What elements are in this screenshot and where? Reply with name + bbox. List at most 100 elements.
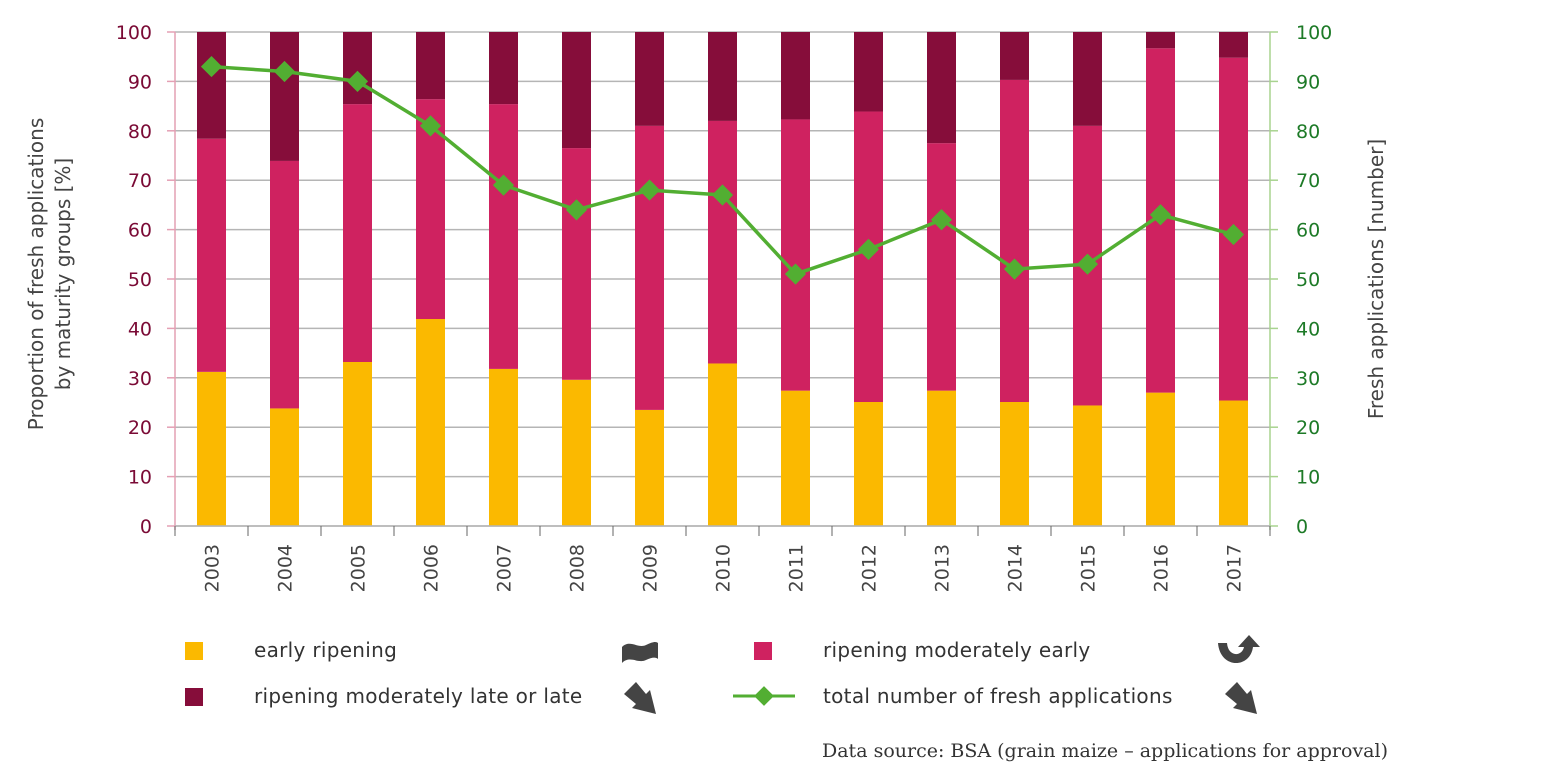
x-tick-label: 2007 [494,544,516,592]
y2-tick-label: 60 [1296,220,1320,242]
y-tick-label: 0 [140,516,152,538]
bar-segment-early-ripening [562,379,591,526]
bar-segment-ripening-moderately-late-or-late [489,32,518,105]
x-tick-label: 2009 [640,544,662,592]
y2-tick-label: 20 [1296,417,1320,439]
decreasing-trend-icon [1225,680,1265,716]
bar-segment-ripening-moderately-early [1000,79,1029,403]
y2-tick-label: 0 [1296,516,1308,538]
y-tick-label: 100 [116,22,152,44]
bar-segment-early-ripening [781,390,810,526]
bar-segment-early-ripening [416,319,445,526]
bar-segment-ripening-moderately-early [343,104,372,362]
x-tick-label: 2008 [567,544,589,592]
legend-label-total-applications: total number of fresh applications [823,684,1173,708]
bar-segment-ripening-moderately-late-or-late [854,32,883,112]
y-tick-label: 70 [128,170,152,192]
y2-tick-label: 80 [1296,121,1320,143]
bar-segment-ripening-moderately-late-or-late [927,32,956,144]
bar-segment-early-ripening [197,371,226,526]
line-marker [638,179,661,201]
bar-segment-early-ripening [927,390,956,526]
legend-label-moderately-early: ripening moderately early [823,638,1091,662]
y-tick-label: 20 [128,417,152,439]
bar-segment-early-ripening [1146,392,1175,526]
y2-tick-label: 70 [1296,170,1320,192]
bar-segment-early-ripening [708,363,737,526]
x-tick-label: 2003 [202,544,224,592]
data-source-note: Data source: BSA (grain maize – applicat… [822,740,1389,762]
bar-segment-ripening-moderately-late-or-late [197,32,226,139]
line-marker [784,263,807,285]
y-tick-label: 10 [128,467,152,489]
axes: 0 10 20 30 40 50 60 70 80 90 100 0 10 20 30 40 50 60 70 80 9… [116,22,1333,592]
x-tick-label: 2004 [275,544,297,592]
bar-segment-early-ripening [343,361,372,526]
y-axis-title-line-1: Proportion of fresh applications [24,118,48,431]
bar-segment-early-ripening [1000,402,1029,526]
bar-segment-ripening-moderately-late-or-late [270,32,299,161]
line-marker [930,209,953,231]
bar-segment-ripening-moderately-late-or-late [343,32,372,105]
bar-segment-ripening-moderately-early [270,160,299,409]
line-marker [200,55,223,78]
bar-segment-early-ripening [270,408,299,526]
legend-label-moderately-late: ripening moderately late or late [254,684,583,708]
bar-segment-ripening-moderately-early [781,119,810,391]
bar-segment-early-ripening [854,402,883,526]
y2-tick-label: 100 [1296,22,1332,44]
bar-segment-ripening-moderately-late-or-late [781,32,810,120]
line-marker [857,238,880,260]
y2-tick-label: 50 [1296,269,1320,291]
y2-tick-label: 10 [1296,467,1320,489]
legend-line-total-applications [733,686,795,706]
y2-tick-label: 40 [1296,318,1320,340]
y-tick-label: 90 [128,71,152,93]
bar-segment-ripening-moderately-early [708,120,737,364]
legend-swatch-moderately-late [185,688,203,706]
axis-labels: Proportion of fresh applications by matu… [24,118,1388,431]
y-tick-label: 30 [128,368,152,390]
line-marker [565,199,588,221]
legend-swatch-early-ripening [185,642,203,660]
y-tick-label: 60 [128,220,152,242]
y-tick-label: 80 [128,121,152,143]
y2-tick-label: 90 [1296,71,1320,93]
x-tick-label: 2006 [421,544,443,592]
bar-segment-ripening-moderately-early [927,143,956,391]
decreasing-trend-icon [624,680,664,716]
trend-reversal-up-icon [1216,633,1260,669]
bar-segment-ripening-moderately-early [635,125,664,410]
x-tick-label: 2010 [713,544,735,592]
bar-segment-ripening-moderately-late-or-late [1073,32,1102,126]
line-marker [711,184,734,206]
bar-segment-early-ripening [489,368,518,526]
legend-swatch-moderately-early [754,642,772,660]
bar-segment-ripening-moderately-late-or-late [562,32,591,149]
x-tick-label: 2015 [1078,544,1100,592]
line-marker [1003,258,1026,280]
x-tick-label: 2014 [1005,544,1027,592]
bar-segment-ripening-moderately-late-or-late [1146,32,1175,49]
y-tick-label: 50 [128,269,152,291]
x-tick-label: 2016 [1151,544,1173,592]
bar-segment-ripening-moderately-late-or-late [1219,32,1248,58]
bar-segment-ripening-moderately-early [562,148,591,380]
sideways-trend-icon [620,635,660,671]
bar-segment-early-ripening [1073,405,1102,526]
legend-label-early-ripening: early ripening [254,638,398,662]
bar-segment-ripening-moderately-late-or-late [635,32,664,126]
x-tick-label: 2013 [932,544,954,592]
y2-axis-title: Fresh applications [number] [1364,139,1388,419]
bar-segment-ripening-moderately-early [489,104,518,369]
x-tick-label: 2005 [348,544,370,592]
bar-segment-ripening-moderately-early [197,138,226,372]
x-tick-label: 2017 [1224,544,1246,592]
bar-segment-ripening-moderately-late-or-late [416,32,445,100]
y-axis-title-line-2: by maturity groups [%] [51,158,75,390]
bar-segment-early-ripening [635,409,664,526]
x-tick-label: 2011 [786,544,808,592]
bar-segment-early-ripening [1219,400,1248,526]
x-tick-label: 2012 [859,544,881,592]
